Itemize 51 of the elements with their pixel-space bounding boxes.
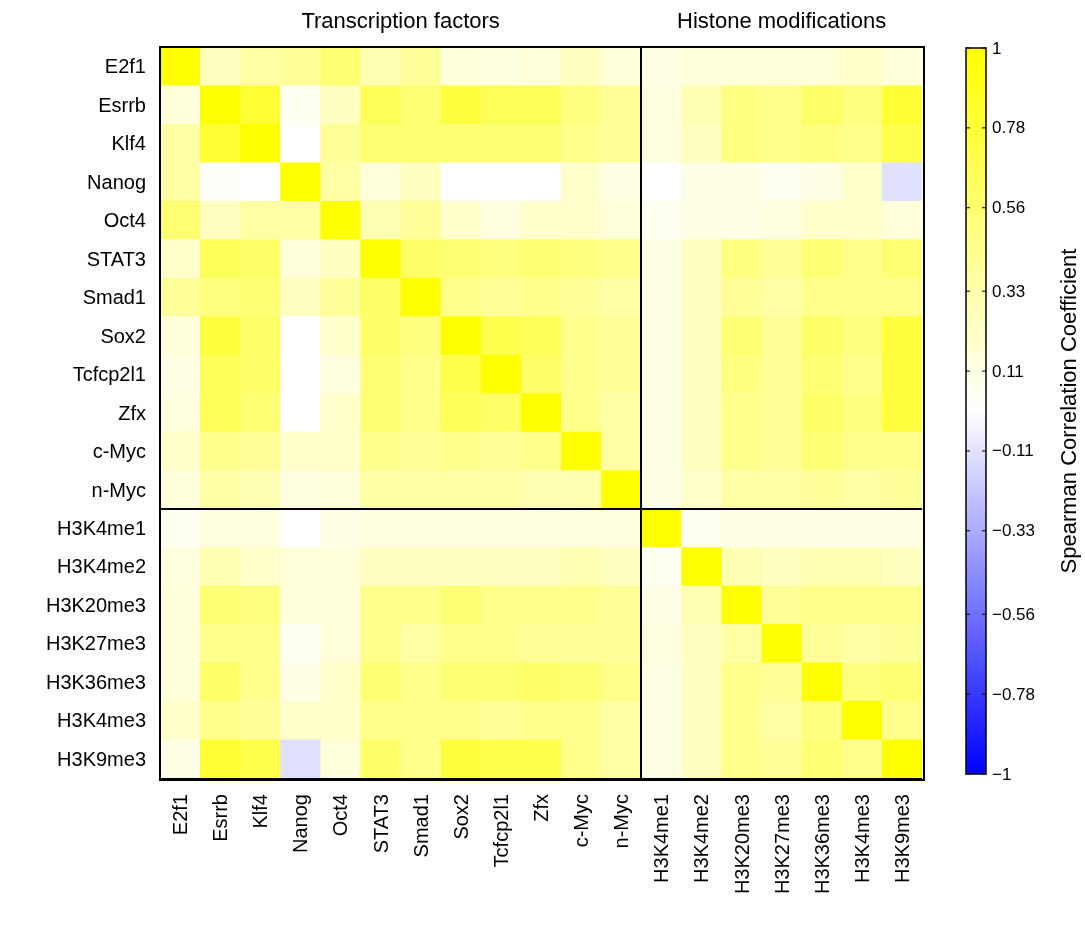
x-tick-label: H3K4me1 [650, 794, 673, 883]
y-tick-label: Zfx [118, 401, 146, 424]
x-tick-label: Nanog [289, 794, 312, 853]
x-tick-label: n-Myc [610, 794, 633, 849]
x-tick-label: H3K27me3 [770, 794, 793, 895]
y-tick-label: Nanog [87, 170, 146, 193]
x-tick-label: H3K4me2 [690, 794, 713, 883]
x-tick-label: Esrrb [209, 794, 232, 842]
x-tick-label: H3K20me3 [730, 794, 753, 895]
x-tick-label: H3K9me3 [890, 794, 913, 883]
color-bar-label: −0.33 [992, 521, 1036, 541]
x-tick-label: Zfx [530, 794, 552, 822]
x-tick-label: H3K36me3 [810, 794, 833, 895]
y-tick-label: E2f1 [104, 55, 146, 78]
y-tick-label: H3K4me1 [57, 517, 146, 540]
y-tick-label: n-Myc [91, 478, 146, 501]
color-bar-label: 1 [992, 38, 1002, 58]
color-bar-label: 0.56 [992, 198, 1026, 218]
color-bar-label: −0.11 [992, 441, 1034, 461]
y-tick-label: Tcfcp2l1 [72, 363, 146, 386]
y-tick-label: c-Myc [92, 440, 146, 463]
x-tick-label: c-Myc [570, 794, 593, 848]
y-tick-label: Oct4 [103, 209, 146, 232]
y-tick-label: H3K4me2 [57, 555, 146, 578]
color-bar-label: −0.56 [992, 604, 1036, 624]
color-bar-label: 0.11 [992, 361, 1024, 381]
color-bar-label: 0.78 [992, 118, 1026, 138]
y-tick-label: H3K9me3 [57, 747, 146, 770]
y-tick-label: H3K27me3 [45, 632, 146, 655]
x-tick-label: Tcfcp2l1 [489, 794, 512, 868]
color-bar-label: 0.33 [992, 281, 1026, 301]
text: Histone modifications [677, 8, 887, 34]
x-tick-label: Klf4 [249, 794, 272, 829]
x-tick-label: Sox2 [449, 794, 472, 840]
y-tick-label: Klf4 [111, 132, 146, 155]
color-bar-label: −1 [992, 764, 1012, 784]
x-tick-label: E2f1 [169, 794, 192, 836]
y-tick-label: STAT3 [86, 247, 146, 270]
y-tick-label: H3K20me3 [45, 593, 146, 616]
y-tick-label: H3K4me3 [57, 709, 146, 732]
color-bar-title: Spearman Correlation Coefficient [1055, 248, 1081, 574]
y-tick-label: Sox2 [100, 324, 146, 347]
x-tick-label: H3K4me3 [850, 794, 873, 883]
color-bar-label: −0.78 [992, 684, 1036, 704]
y-tick-label: H3K36me3 [45, 670, 146, 693]
text: Transcription factors [301, 8, 500, 34]
x-tick-label: Oct4 [329, 794, 352, 837]
y-tick-label: Esrrb [98, 93, 146, 116]
x-tick-label: STAT3 [369, 794, 392, 854]
y-tick-label: Smad1 [82, 286, 146, 309]
x-tick-label: Smad1 [409, 794, 432, 858]
